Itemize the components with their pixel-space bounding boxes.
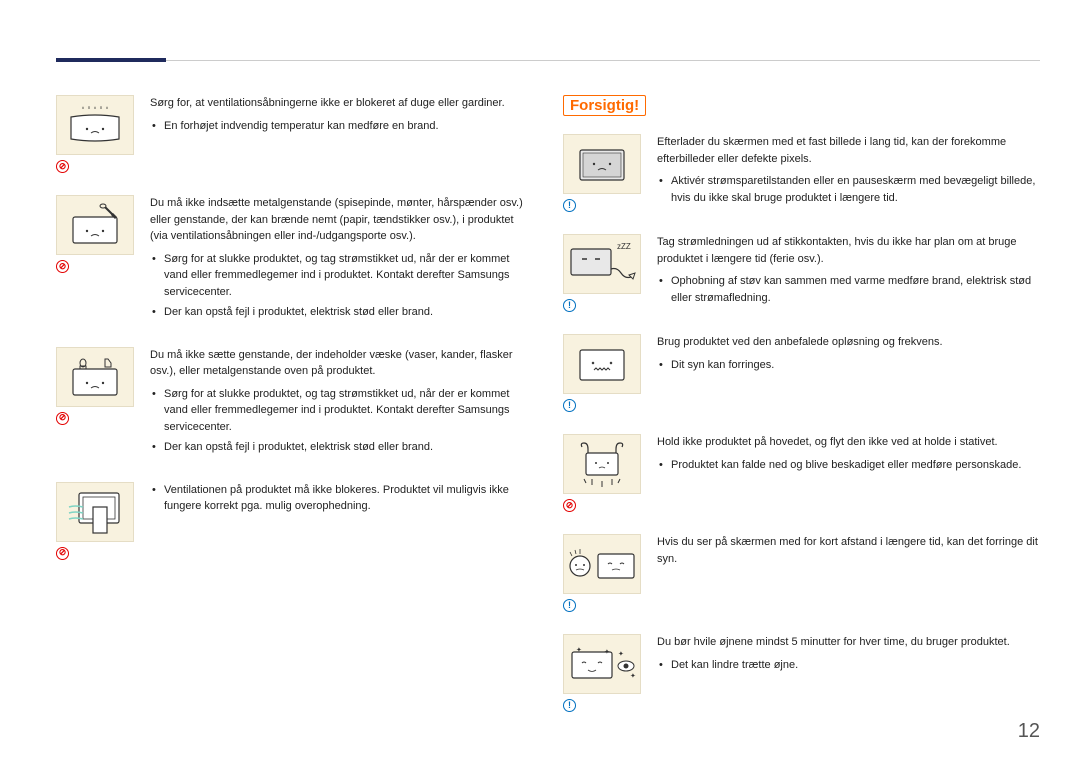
bullet: En forhøjet indvendig temperatur kan med… (164, 118, 533, 135)
info-icon: ! (563, 599, 576, 612)
page-number: 12 (1018, 720, 1040, 743)
thumb-icon (563, 534, 641, 594)
thumb-icon: zZZ (563, 234, 641, 294)
prohibit-icon: ⊘ (56, 160, 69, 173)
svg-text:zZZ: zZZ (617, 242, 631, 251)
thumb-icon (563, 434, 641, 494)
thumb-icon (56, 95, 134, 155)
page-content: ⊘ Sørg for, at ventilationsåbningerne ik… (56, 95, 1040, 734)
prohibit-icon: ⊘ (56, 547, 69, 560)
thumb-icon (56, 482, 134, 542)
bullet: Der kan opstå fejl i produktet, elektris… (164, 439, 533, 456)
thumb-icon (563, 134, 641, 194)
item-intro: Du må ikke indsætte metalgenstande (spis… (150, 195, 533, 245)
bullet: Det kan lindre trætte øjne. (671, 657, 1040, 674)
safety-item: ! Hvis du ser på skærmen med for kort af… (563, 534, 1040, 612)
header-rule (56, 60, 1040, 61)
safety-item: ! Efterlader du skærmen med et fast bill… (563, 134, 1040, 212)
safety-item: ✦ ✦ ✦ ✦ ! Du bør hvile øjnene mindst 5 m… (563, 634, 1040, 712)
bullet: Produktet kan falde ned og blive beskadi… (671, 457, 1040, 474)
bullet: Sørg for at slukke produktet, og tag str… (164, 386, 533, 436)
item-intro: Hvis du ser på skærmen med for kort afst… (657, 534, 1040, 567)
caution-heading: Forsigtig! (563, 95, 646, 116)
svg-text:✦: ✦ (630, 672, 636, 680)
bullet: Ophobning af støv kan sammen med varme m… (671, 273, 1040, 306)
svg-text:✦: ✦ (618, 650, 624, 658)
bullet: Dit syn kan forringes. (671, 357, 1040, 374)
left-column: ⊘ Sørg for, at ventilationsåbningerne ik… (56, 95, 533, 734)
safety-item: ⊘ Du må ikke indsætte metalgenstande (sp… (56, 195, 533, 325)
safety-item: ! Brug produktet ved den anbefalede oplø… (563, 334, 1040, 412)
item-intro: Hold ikke produktet på hovedet, og flyt … (657, 434, 1040, 451)
info-icon: ! (563, 199, 576, 212)
info-icon: ! (563, 399, 576, 412)
right-column: Forsigtig! ! Efterlader du skærmen med e… (563, 95, 1040, 734)
bullet: Ventilationen på produktet må ikke bloke… (164, 482, 533, 515)
thumb-icon: ✦ ✦ ✦ ✦ (563, 634, 641, 694)
safety-item: ⊘ Hold ikke produktet på hovedet, og fly… (563, 434, 1040, 512)
safety-item: zZZ ! Tag strømledningen ud af stikkonta… (563, 234, 1040, 312)
bullet: Aktivér strømsparetilstanden eller en pa… (671, 173, 1040, 206)
safety-item: ⊘ Sørg for, at ventilationsåbningerne ik… (56, 95, 533, 173)
info-icon: ! (563, 699, 576, 712)
bullet: Sørg for at slukke produktet, og tag str… (164, 251, 533, 301)
svg-text:✦: ✦ (576, 646, 582, 654)
info-icon: ! (563, 299, 576, 312)
prohibit-icon: ⊘ (563, 499, 576, 512)
prohibit-icon: ⊘ (56, 412, 69, 425)
item-intro: Brug produktet ved den anbefalede opløsn… (657, 334, 1040, 351)
item-intro: Du bør hvile øjnene mindst 5 minutter fo… (657, 634, 1040, 651)
item-intro: Efterlader du skærmen med et fast billed… (657, 134, 1040, 167)
prohibit-icon: ⊘ (56, 260, 69, 273)
header-accent (56, 58, 166, 62)
item-intro: Du må ikke sætte genstande, der indehold… (150, 347, 533, 380)
svg-text:✦: ✦ (604, 648, 610, 656)
safety-item: ⊘ Du må ikke sætte genstande, der indeho… (56, 347, 533, 460)
safety-item: ⊘ Ventilationen på produktet må ikke blo… (56, 482, 533, 560)
bullet: Der kan opstå fejl i produktet, elektris… (164, 304, 533, 321)
thumb-icon (56, 195, 134, 255)
item-intro: Tag strømledningen ud af stikkontakten, … (657, 234, 1040, 267)
item-intro: Sørg for, at ventilationsåbningerne ikke… (150, 95, 533, 112)
thumb-icon (56, 347, 134, 407)
thumb-icon (563, 334, 641, 394)
